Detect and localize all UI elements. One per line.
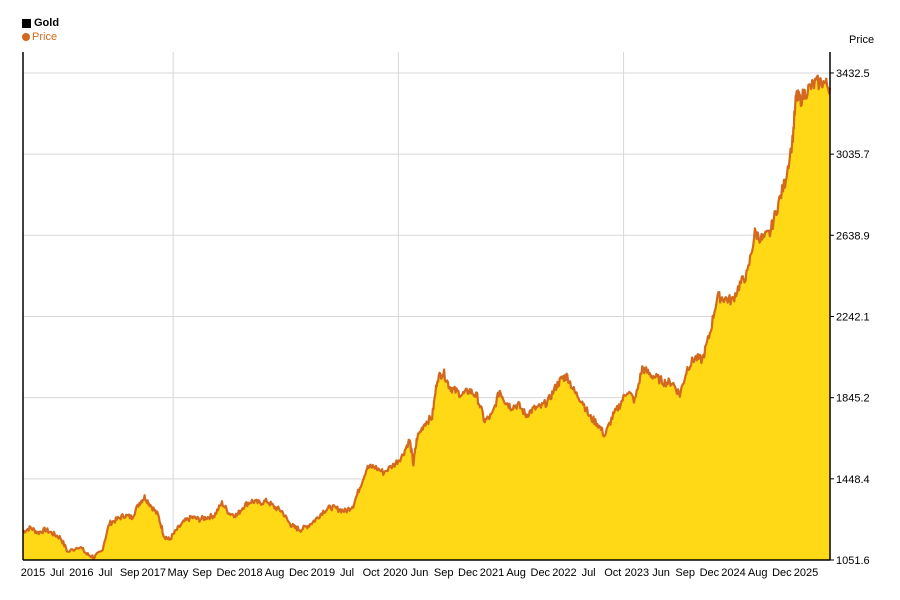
y-tick-labels: 1051.6 1448.4 1845.2 2242.1 2638.9 3035.7 3432… [830,68,870,567]
x-tick-label-23: Jul [582,567,596,579]
x-tick-label-7: Sep [192,567,212,579]
legend: Gold Price [22,16,59,44]
x-tick-label-5: 2017 [142,567,166,579]
legend-label-price: Price [32,31,58,43]
x-tick-label-8: Dec [216,567,236,579]
price-dot-icon [22,33,30,41]
x-tick-label-28: Dec [700,567,720,579]
y-axis-label: Price [849,34,875,46]
x-tick-label-0: 2015 [21,567,45,579]
x-tick-label-11: Dec [289,567,309,579]
x-tick-label-16: Jun [411,567,429,579]
x-tick-label-17: Sep [434,567,454,579]
y-tick-label-1: 1448.4 [836,474,870,486]
x-tick-label-14: Oct [363,567,380,579]
x-tick-label-4: Sep [120,567,140,579]
legend-title-row: Gold [22,16,59,30]
y-tick-label-5: 3035.7 [836,149,870,161]
x-tick-label-19: 2021 [480,567,504,579]
x-tick-label-29: 2024 [721,567,745,579]
price-area-fill [23,75,830,560]
axes [22,52,831,561]
x-tick-label-18: Dec [458,567,478,579]
x-tick-label-15: 2020 [383,567,407,579]
x-tick-label-2: 2016 [69,567,93,579]
title-square-icon [22,18,31,28]
chart-title: Gold [34,17,60,29]
y-tick-label-0: 1051.6 [836,555,870,567]
x-tick-label-31: Dec [772,567,792,579]
x-tick-label-13: Jul [340,567,354,579]
x-tick-label-24: Oct [604,567,621,579]
x-tick-label-20: Aug [506,567,526,579]
x-tick-label-10: Aug [265,567,285,579]
x-tick-label-26: Jun [652,567,670,579]
x-tick-label-9: 2018 [238,567,262,579]
y-tick-label-3: 2242.1 [836,311,870,323]
x-tick-label-30: Aug [748,567,768,579]
x-tick-label-12: 2019 [311,567,335,579]
x-tick-label-32: 2025 [794,567,818,579]
x-tick-label-21: Dec [531,567,551,579]
y-tick-label-6: 3432.5 [836,68,870,80]
x-tick-labels: 2015 Jul 2016 Jul Sep 2017 May Sep Dec 2018 Aug Dec… [21,567,818,579]
x-tick-label-27: Sep [675,567,695,579]
x-tick-label-25: 2023 [625,567,649,579]
x-tick-label-6: May [168,567,189,579]
x-tick-label-1: Jul [50,567,64,579]
price-area [22,74,832,560]
price-series-line [22,74,832,560]
x-tick-label-3: Jul [98,567,112,579]
y-tick-label-2: 1845.2 [836,393,870,405]
y-tick-label-4: 2638.9 [836,230,870,242]
legend-entry-price: Price [22,30,59,44]
x-tick-label-22: 2022 [552,567,576,579]
